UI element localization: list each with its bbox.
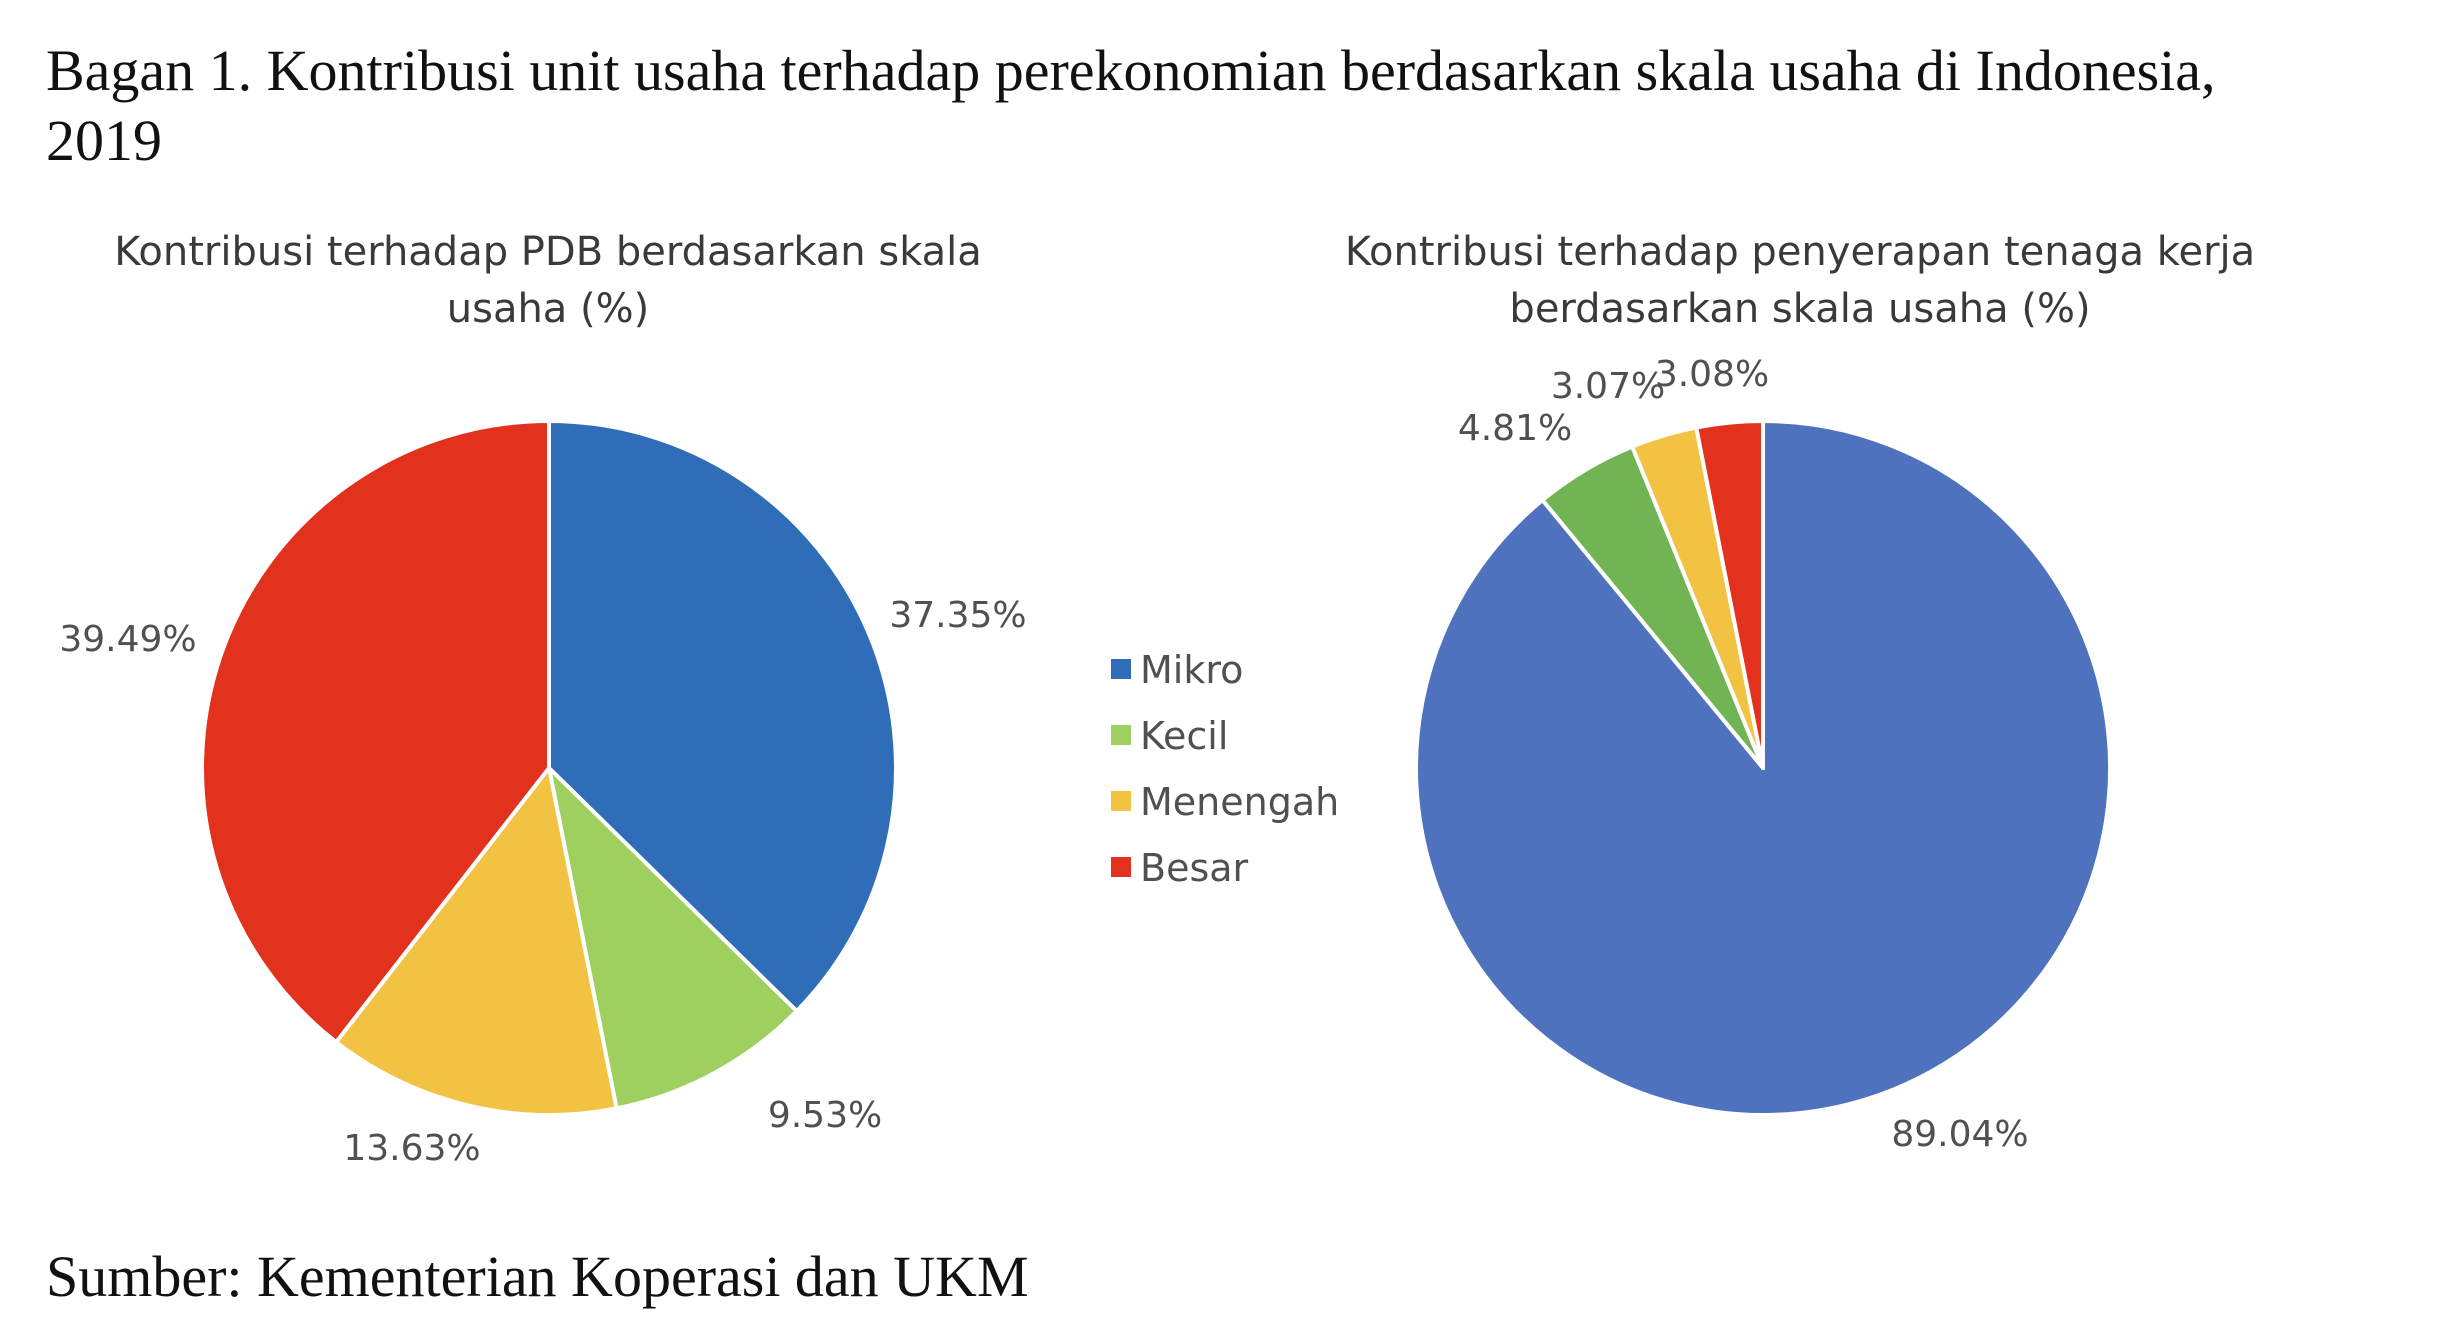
pie-chart-tenaga-kerja: Kontribusi terhadap penyerapan tenaga ke… (1345, 229, 2255, 1155)
legend-swatch-kecil (1111, 725, 1131, 745)
pdb-label-kecil: 9.53% (768, 1095, 882, 1136)
chart-title-tenaga-kerja-line2: berdasarkan skala usaha (%) (1509, 286, 2090, 332)
figure-title-line2: 2019 (46, 108, 162, 173)
pdb-slice-kecil (547, 766, 799, 1111)
figure-title-line1: Bagan 1. Kontribusi unit usaha terhadap … (46, 38, 2216, 103)
legend-swatch-mikro (1111, 659, 1131, 679)
legend-swatch-menengah (1111, 791, 1131, 811)
legend-label-besar: Besar (1140, 846, 1249, 890)
pie-labels-pdb: 37.35% 9.53% 13.63% 39.49% (59, 595, 1026, 1169)
pdb-label-mikro: 37.35% (889, 595, 1026, 636)
legend-swatch-besar (1111, 857, 1131, 877)
pdb-slice-menengah (334, 766, 619, 1117)
legend-label-kecil: Kecil (1140, 714, 1228, 758)
chart-title-tenaga-kerja-line1: Kontribusi terhadap penyerapan tenaga ke… (1345, 229, 2255, 275)
pie-chart-pdb: Kontribusi terhadap PDB berdasarkan skal… (59, 229, 1026, 1169)
tenaga-kerja-label-mikro: 89.04% (1891, 1114, 2028, 1155)
pdb-slice-mikro (547, 419, 898, 1014)
tenaga-kerja-label-kecil: 4.81% (1458, 408, 1572, 449)
legend-label-menengah: Menengah (1140, 780, 1339, 824)
legend: Mikro Kecil Menengah Besar (1111, 648, 1339, 890)
pie-labels-tenaga-kerja: 89.04% 4.81%3.07%3.08% (1458, 354, 2029, 1155)
tenaga-kerja-label-besar: 3.08% (1655, 354, 1769, 395)
pie-slices-pdb (200, 419, 898, 1117)
pdb-label-menengah: 13.63% (343, 1128, 480, 1169)
pdb-label-besar: 39.49% (59, 619, 196, 660)
tenaga-kerja-label-menengah: 3.07% (1551, 366, 1665, 407)
chart-title-pdb-line2: usaha (%) (447, 286, 650, 332)
chart-title-pdb-line1: Kontribusi terhadap PDB berdasarkan skal… (114, 229, 982, 275)
source-note: Sumber: Kementerian Koperasi dan UKM (46, 1244, 1029, 1309)
legend-label-mikro: Mikro (1140, 648, 1243, 692)
pdb-slice-besar (200, 419, 551, 1045)
pie-slices-tenaga-kerja (1414, 419, 2112, 1117)
tenaga-kerja-slice-besar (1694, 419, 1765, 770)
